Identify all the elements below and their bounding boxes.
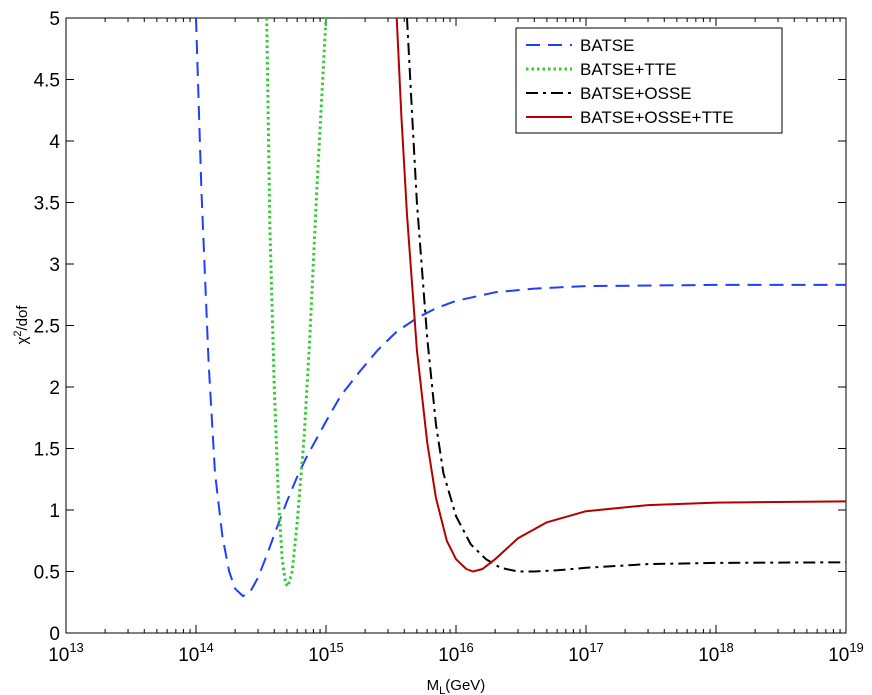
axis-ticks (65, 17, 847, 634)
x-tick-label: 1014 (178, 640, 214, 666)
x-tick-label: 1015 (308, 640, 344, 666)
series-line-batse-tte (265, 18, 328, 588)
x-tick-label: 1013 (48, 640, 84, 666)
y-tick-label: 1.5 (34, 440, 60, 461)
y-tick-label: 5 (49, 9, 60, 30)
y-tick-label: 4.5 (34, 71, 60, 92)
x-axis-title-sub: L (439, 685, 445, 695)
y-axis-title-sup: 2 (12, 331, 24, 337)
x-tick-label: 1016 (438, 640, 474, 666)
tick-labels: 1013 1014 1015 1016 1017 1018 1019 0 0.5 1 1.5 2 2.5… (34, 9, 864, 666)
y-tick-label: 1 (49, 501, 60, 522)
y-axis-title: χ2/dof (12, 305, 31, 345)
y-tick-label: 0.5 (34, 563, 60, 584)
series-group (195, 18, 846, 598)
x-tick-label: 1019 (828, 640, 864, 666)
legend: BATSE BATSE+TTE BATSE+OSSE BATSE+OSSE+TTE (515, 27, 783, 134)
legend-label: BATSE+OSSE (580, 84, 692, 103)
legend-label: BATSE (580, 36, 634, 55)
x-tick-label: 1017 (568, 640, 604, 666)
y-axis-title-rest: /dof (14, 305, 31, 331)
x-axis-title-main: M (427, 677, 440, 694)
x-tick-label: 1018 (698, 640, 734, 666)
y-tick-label: 3.5 (34, 194, 60, 215)
y-axis-title-main: χ (14, 337, 31, 345)
y-tick-label: 4 (49, 132, 60, 153)
y-tick-label: 2.5 (34, 317, 60, 338)
legend-label: BATSE+TTE (580, 60, 677, 79)
series-line-batse-osse-tte (395, 18, 846, 573)
x-axis-title-rest: (GeV) (445, 677, 485, 694)
svg-text:χ2/dof: χ2/dof (12, 305, 31, 345)
y-tick-label: 0 (49, 624, 60, 645)
svg-text:ML(GeV): ML(GeV) (427, 677, 486, 695)
legend-label: BATSE+OSSE+TTE (580, 108, 734, 127)
y-tick-label: 3 (49, 255, 60, 276)
series-line-batse-osse (406, 18, 846, 573)
x-axis-title: ML(GeV) (427, 677, 486, 695)
y-tick-label: 2 (49, 378, 60, 399)
